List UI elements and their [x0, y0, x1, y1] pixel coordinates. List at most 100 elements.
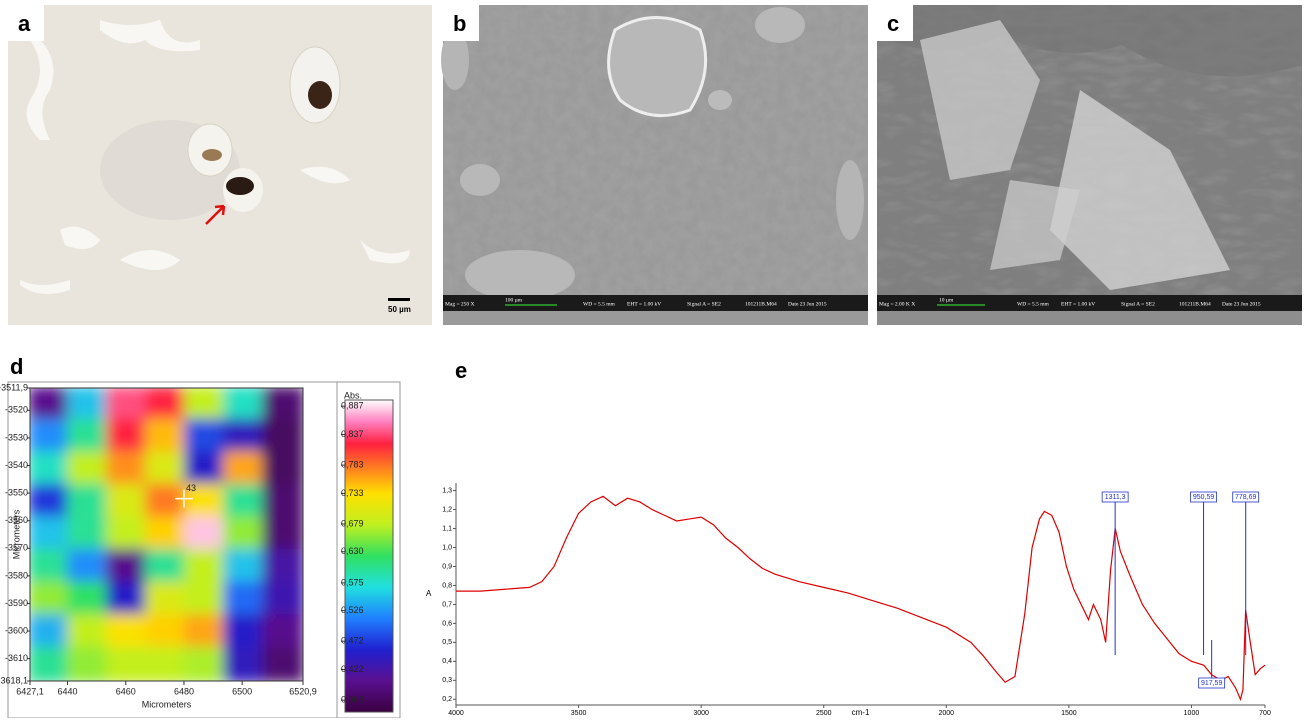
heat-cell: [145, 418, 188, 456]
x-tick-label: 6460: [116, 686, 136, 696]
x-axis-label: Micrometers: [142, 699, 192, 709]
y-tick-label: 1,1: [442, 525, 452, 532]
colorbar: [344, 399, 394, 713]
sem-info: 10 µm: [939, 297, 954, 303]
y-tick-label: 1,3: [442, 487, 452, 494]
heat-cell: [67, 483, 110, 521]
heat-cell: [106, 581, 149, 618]
sem-info: Date 23 Jun 2015: [1222, 301, 1261, 307]
y-tick-label: 0,3: [442, 677, 452, 684]
heat-cell: [30, 548, 71, 586]
heat-cell: [106, 483, 149, 521]
y-axis-label: Micrometers: [11, 509, 21, 559]
sem-info: Mag = 250 X: [445, 301, 475, 307]
label-box: [443, 5, 479, 41]
panel-label: e: [455, 358, 467, 383]
heat-cell: [30, 451, 71, 488]
heat-cell: [223, 483, 266, 521]
heat-cell: [145, 548, 188, 586]
colorbar-tick-label: 0,837: [341, 429, 364, 439]
panel-label: b: [453, 11, 466, 36]
photo-b: [441, 5, 868, 325]
heat-cell: [223, 388, 266, 423]
y-tick-label: 0,7: [442, 601, 452, 608]
colorbar-tick-label: 0,526: [341, 605, 364, 615]
scale-bar-label: 50 µm: [388, 305, 411, 314]
heat-cell: [262, 483, 303, 521]
heat-cell: [184, 581, 227, 618]
photo-a: [8, 5, 432, 325]
heat-cell: [223, 418, 266, 456]
y-tick-label: 0,5: [442, 639, 452, 646]
heat-cell: [184, 388, 227, 423]
heatmap-cells: [30, 388, 303, 681]
x-tick-label: 6480: [174, 686, 194, 696]
y-tick-label: 1,2: [442, 506, 452, 513]
heat-cell: [223, 581, 266, 618]
heat-cell: [30, 483, 71, 521]
y-tick-label: -3560: [5, 515, 28, 525]
map-axes: [29, 387, 304, 682]
sem-info: Mag = 2.00 K X: [879, 301, 915, 307]
panel-label: d: [10, 354, 23, 379]
peak-label: 917,59: [1201, 680, 1223, 687]
x-tick-label: 6427,1: [16, 686, 44, 696]
heat-cell: [106, 418, 149, 456]
x-axis-label: cm-1: [852, 708, 870, 717]
sem-info: 101211B.M64: [745, 301, 777, 307]
y-tick-label: 0,6: [442, 620, 452, 627]
heat-cell: [262, 451, 303, 488]
heat-cell: [67, 388, 110, 423]
colorbar-tick-label: 0,422: [341, 664, 364, 674]
sem-info: WD = 5.5 mm: [583, 301, 616, 307]
x-tick-label: 6500: [232, 686, 252, 696]
colorbar-tick-label: 0,733: [341, 488, 364, 498]
x-tick-label: 6440: [58, 686, 78, 696]
colorbar-title: Abs.: [344, 390, 362, 400]
colorbar-tick-label: 0,368: [341, 694, 364, 704]
y-axis-label: A: [426, 589, 432, 598]
colorbar-tick-label: 0,679: [341, 518, 364, 528]
y-tick-label: -3618,1: [0, 675, 28, 685]
colorbar-tick-label: 0,575: [341, 577, 364, 587]
heat-cell: [184, 451, 227, 488]
sem-info: Date 23 Jun 2015: [788, 301, 827, 307]
x-tick-label: 4000: [448, 710, 464, 717]
x-tick-label: 3500: [571, 710, 587, 717]
peak-label: 1311,3: [1105, 494, 1126, 501]
y-tick-label: 0,2: [442, 696, 452, 703]
marker-label: 43: [186, 483, 196, 493]
heat-cell: [106, 548, 149, 586]
heat-cell: [30, 516, 71, 553]
heat-cell: [145, 581, 188, 618]
peak-label: 950,59: [1193, 494, 1215, 501]
x-tick-label: 3000: [693, 710, 709, 717]
y-tick-label: 1,0: [442, 544, 452, 551]
y-tick-label: -3590: [5, 598, 28, 608]
heat-cell: [30, 581, 71, 618]
heat-cell: [184, 646, 227, 681]
sem-info: Signal A = SE2: [1121, 301, 1155, 307]
heat-cell: [67, 613, 110, 651]
sem-info: 100 µm: [505, 297, 523, 303]
heat-cell: [145, 613, 188, 651]
heat-cell: [223, 516, 266, 553]
heat-cell: [106, 451, 149, 488]
sem-info: EHT = 1.00 kV: [627, 301, 661, 307]
x-tick-label: 1000: [1184, 710, 1200, 717]
peak-label-box: [1198, 677, 1226, 689]
x-tick-label: 6520,9: [289, 686, 317, 696]
heat-cell: [184, 548, 227, 586]
x-tick-label: 1500: [1061, 710, 1077, 717]
colorbar-tick-label: 0,783: [341, 459, 364, 469]
heat-cell: [67, 548, 110, 586]
heat-cell: [145, 483, 188, 521]
heat-cell: [223, 646, 266, 681]
x-tick-label: 2000: [939, 710, 955, 717]
heat-cell: [67, 581, 110, 618]
heat-cell: [184, 418, 227, 456]
sem-info: EHT = 1.00 kV: [1061, 301, 1095, 307]
heat-cell: [262, 516, 303, 553]
